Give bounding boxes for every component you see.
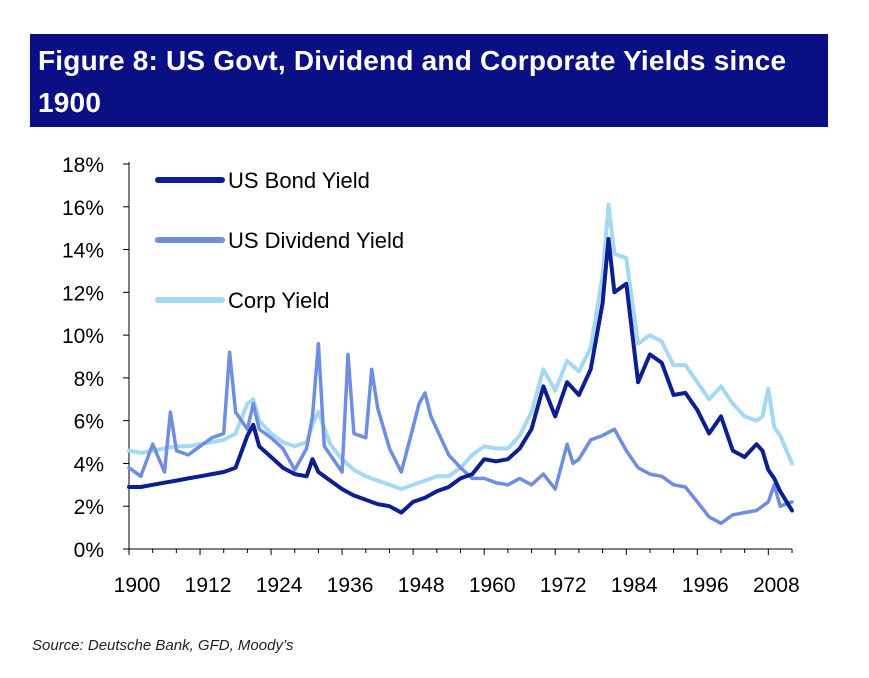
y-tick-label: 18% bbox=[62, 154, 104, 177]
x-tick-label: 1936 bbox=[327, 574, 374, 597]
y-tick-label: 14% bbox=[62, 240, 104, 263]
y-tick-label: 6% bbox=[74, 411, 104, 434]
x-tick-label: 2008 bbox=[753, 574, 800, 597]
x-tick-label: 1900 bbox=[114, 574, 161, 597]
chart-series bbox=[127, 202, 794, 526]
x-tick-label: 1984 bbox=[611, 574, 658, 597]
x-tick-label: 1960 bbox=[469, 574, 516, 597]
chart-axes: 0% 2% 4% 6% 8% 10% 12% 14% 16% 18% 1900 1912 1924 193… bbox=[62, 154, 800, 597]
x-tick-label: 1948 bbox=[398, 574, 445, 597]
legend-label: US Dividend Yield bbox=[228, 228, 404, 253]
y-tick-label: 16% bbox=[62, 197, 104, 220]
y-tick-label: 0% bbox=[74, 539, 104, 562]
y-tick-label: 10% bbox=[62, 325, 104, 348]
x-tick-label: 1924 bbox=[256, 574, 303, 597]
series-line-us-bond-yield bbox=[127, 236, 794, 515]
y-tick-label: 12% bbox=[62, 282, 104, 305]
y-tick-label: 2% bbox=[74, 496, 104, 519]
figure-title-banner: Figure 8: US Govt, Dividend and Corporat… bbox=[30, 34, 828, 127]
chart-legend: US Bond Yield US Dividend Yield Corp Yield bbox=[155, 168, 404, 313]
x-tick-label: 1972 bbox=[540, 574, 587, 597]
source-note: Source: Deutsche Bank, GFD, Moody’s bbox=[32, 637, 294, 654]
x-tick-label: 1912 bbox=[185, 574, 232, 597]
x-tick-label: 1996 bbox=[682, 574, 729, 597]
figure-title: Figure 8: US Govt, Dividend and Corporat… bbox=[38, 45, 787, 118]
y-tick-label: 8% bbox=[74, 368, 104, 391]
y-tick-label: 4% bbox=[74, 453, 104, 476]
legend-label: US Bond Yield bbox=[228, 168, 370, 193]
legend-label: Corp Yield bbox=[228, 288, 330, 313]
series-line-corp-yield bbox=[127, 202, 794, 492]
series-line-us-dividend-yield bbox=[127, 341, 794, 526]
